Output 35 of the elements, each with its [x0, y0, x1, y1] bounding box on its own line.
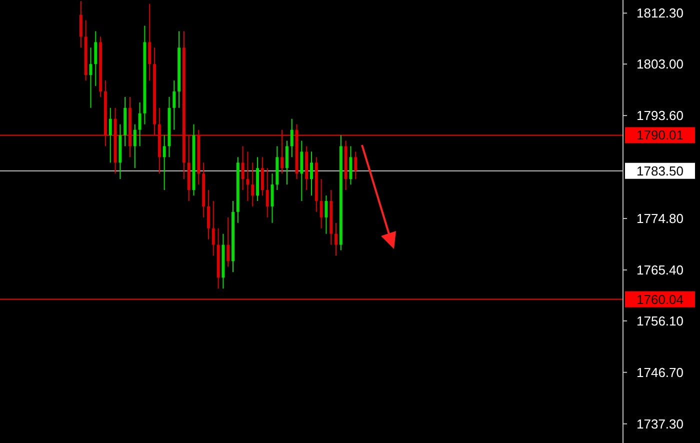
candlestick	[290, 118, 294, 158]
candlestick	[138, 102, 142, 147]
candlestick	[354, 151, 358, 180]
candlestick	[286, 140, 288, 186]
candlestick	[148, 3, 152, 81]
candlestick	[162, 134, 166, 191]
candlestick	[320, 178, 323, 229]
candlestick	[212, 200, 215, 256]
candlestick	[133, 124, 136, 169]
candlestick	[108, 107, 112, 164]
y-tick-label: 1765.40	[636, 262, 684, 278]
candlestick	[172, 80, 176, 130]
candlestick	[226, 216, 230, 268]
y-tick-label: 1746.70	[636, 364, 684, 380]
candlestick	[300, 140, 304, 202]
candlestick	[266, 168, 269, 218]
candlestick	[251, 162, 254, 207]
ref-line-label: 1760.04	[636, 292, 684, 307]
ref-line-label: 1790.01	[636, 128, 684, 143]
y-tick-label: 1756.10	[636, 313, 684, 328]
y-tick-label: 1737.30	[636, 416, 684, 432]
candlestick	[334, 222, 338, 256]
ref-line-label: 1783.50	[636, 163, 684, 178]
candlestick	[310, 151, 313, 196]
candlestick	[207, 190, 210, 240]
candlestick	[280, 129, 284, 174]
candlestick	[94, 30, 98, 86]
candlestick	[324, 194, 328, 234]
y-tick-label: 1812.30	[636, 6, 684, 21]
candlestick	[79, 0, 82, 48]
y-tick-label: 1774.80	[636, 211, 684, 226]
candlestick	[241, 146, 244, 191]
y-tick-label: 1793.60	[636, 108, 684, 124]
candlestick	[260, 156, 264, 196]
y-tick-label: 1803.00	[636, 56, 684, 72]
